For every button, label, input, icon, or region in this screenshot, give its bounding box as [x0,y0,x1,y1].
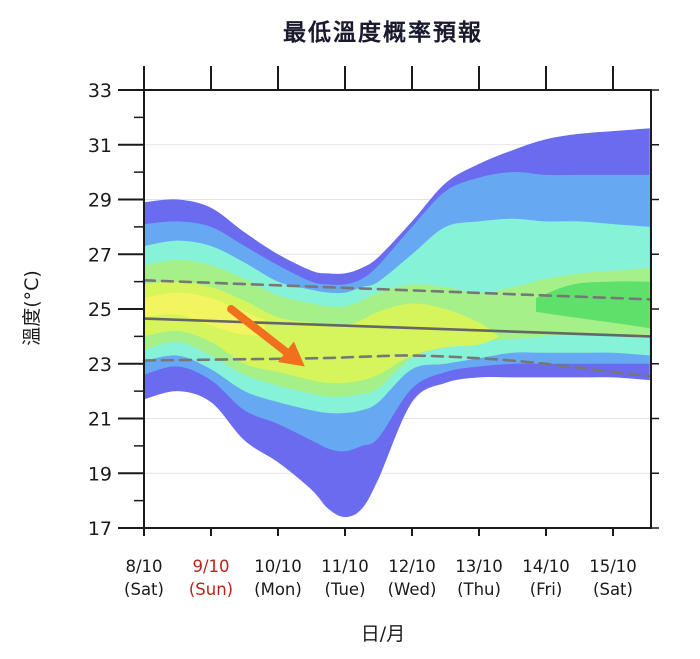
y-tick-label: 25 [88,299,112,321]
x-tick-day: (Mon) [254,580,302,599]
x-tick-date: 15/10 [589,557,637,576]
percentile-line-1 [142,279,652,301]
x-tick-date: 12/10 [388,557,436,576]
chart-title: 最低溫度概率預報 [283,19,483,46]
x-tick-day: (Sat) [124,580,164,599]
x-tick-date: 14/10 [522,557,570,576]
y-tick-label: 17 [88,518,112,540]
probability-patch-1 [536,281,650,329]
x-axis-ticks: 8/10 (Sat) 9/10 (Sun) 10/10 (Mon) 11/10 (Tue) 12… [124,66,637,599]
y-tick-label: 31 [88,135,112,157]
trend-arrow [227,305,305,367]
x-tick-date: 9/10 [192,557,229,576]
trend-arrow-shaft [227,305,290,356]
probability-band-6 [144,292,265,337]
x-tick-date: 8/10 [125,557,162,576]
x-tick-day: (Fri) [530,580,563,599]
y-tick-label: 21 [88,409,112,431]
median-line [142,317,652,338]
x-axis-label: 日/月 [361,623,405,645]
y-axis-ticks: 17 19 21 23 25 27 29 31 33 [88,80,659,540]
x-tick-day: (Sun) [189,580,233,599]
y-axis-label: 溫度(°C) [21,270,43,346]
y-tick-label: 33 [88,80,112,102]
x-tick-day: (Tue) [324,580,365,599]
y-tick-label: 23 [88,354,112,376]
x-tick-day: (Thu) [457,580,501,599]
y-tick-label: 29 [88,190,112,212]
x-tick-date: 13/10 [455,557,503,576]
forecast-lines [142,279,652,378]
x-tick-date: 11/10 [321,557,369,576]
x-tick-date: 10/10 [254,557,302,576]
x-tick-day: (Wed) [388,580,437,599]
x-tick-day: (Sat) [593,580,633,599]
percentile-line-2 [142,354,652,378]
trend-arrow-head [277,341,305,367]
y-tick-label: 27 [88,244,112,266]
y-tick-label: 19 [88,463,112,485]
